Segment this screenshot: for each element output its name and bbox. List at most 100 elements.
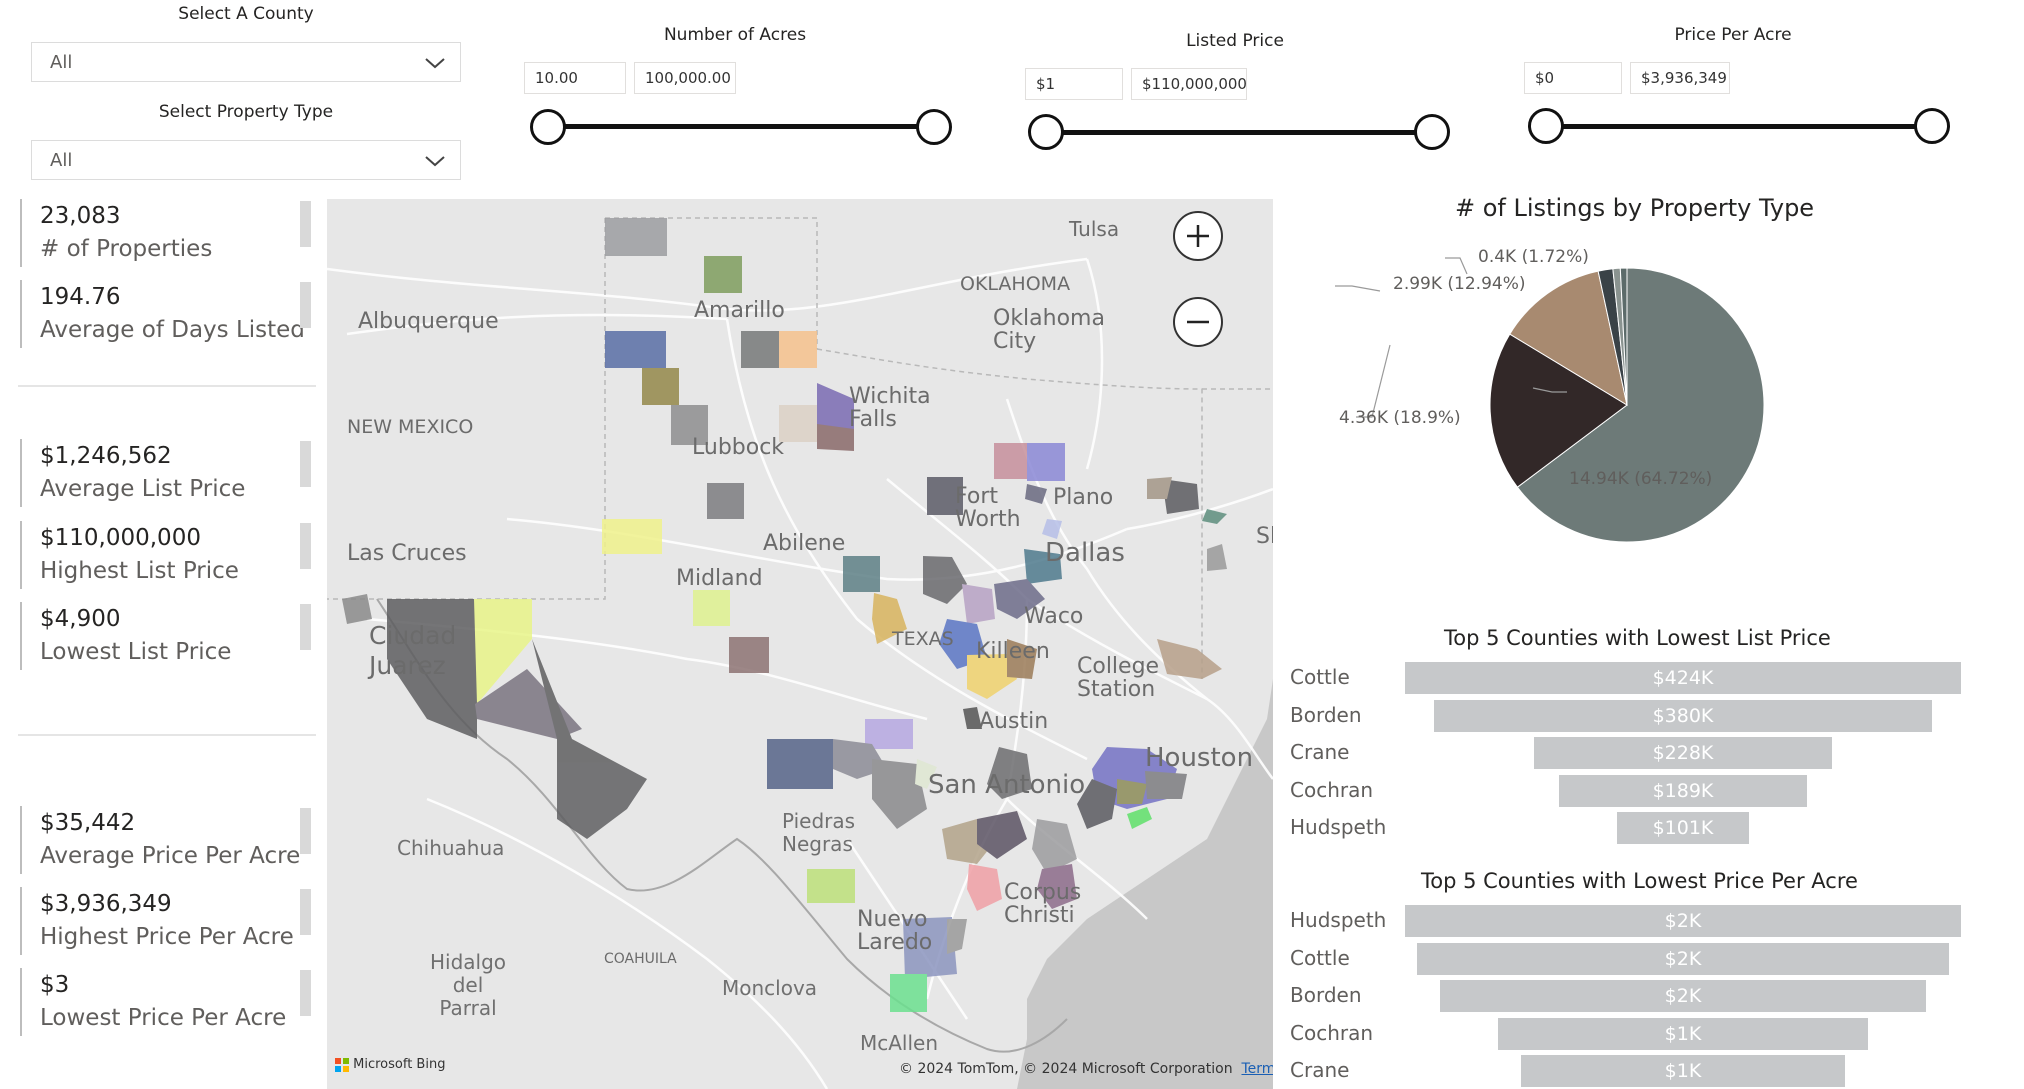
map-label-waco: Waco xyxy=(1024,604,1084,629)
zoom-in-button[interactable] xyxy=(1173,211,1223,261)
pie-slice[interactable] xyxy=(1619,267,1628,406)
chevron-down-icon xyxy=(425,58,445,69)
county-dropdown-value: All xyxy=(50,52,73,73)
funnel-category-label: Borden xyxy=(1290,983,1362,1007)
ppa-min-handle[interactable] xyxy=(1528,108,1564,144)
map-label-monclova: Monclova xyxy=(722,976,818,1000)
map-label-amarillo: Amarillo xyxy=(694,298,785,323)
funnel-bar[interactable]: $101K xyxy=(1616,812,1750,844)
scrollbar[interactable] xyxy=(300,441,311,487)
map-label-coahuila: COAHUILA xyxy=(604,951,677,967)
kpi-value: $110,000,000 xyxy=(40,525,201,551)
acres-min-handle[interactable] xyxy=(530,109,566,145)
scrollbar[interactable] xyxy=(300,808,311,854)
listed-price-max-input[interactable]: $110,000,000 xyxy=(1131,68,1247,100)
microsoft-icon xyxy=(335,1057,349,1072)
map-label-albuquerque: Albuquerque xyxy=(358,309,499,334)
scrollbar[interactable] xyxy=(300,201,311,247)
terms-link[interactable]: Terms xyxy=(1241,1061,1273,1077)
plus-icon xyxy=(1187,225,1209,247)
map-label-texas: TEXAS xyxy=(892,628,954,650)
kpi-label: Average Price Per Acre xyxy=(40,843,301,869)
map-label-corpus-christi: Corpus Christi xyxy=(1004,880,1082,928)
pie-slice[interactable] xyxy=(1516,267,1765,543)
property-type-dropdown-value: All xyxy=(50,150,73,171)
map-label-killeen: Killeen xyxy=(976,639,1050,664)
pie-label-slice-4: 0.4K (1.72%) xyxy=(1478,247,1589,267)
kpi-avg-ppa: $35,442 Average Price Per Acre xyxy=(20,806,312,874)
funnel-lowest-ppa-title: Top 5 Counties with Lowest Price Per Acr… xyxy=(1421,869,1858,893)
map-attribution: © 2024 TomTom, © 2024 Microsoft Corporat… xyxy=(899,1061,1273,1077)
chevron-down-icon xyxy=(425,156,445,167)
pie-label-slice-2: 4.36K (18.9%) xyxy=(1339,408,1461,428)
bing-label: Microsoft Bing xyxy=(353,1057,446,1072)
divider xyxy=(18,734,316,736)
county-filter-label: Select A County xyxy=(178,4,314,24)
funnel-category-label: Hudspeth xyxy=(1290,908,1387,932)
zoom-out-button[interactable] xyxy=(1173,297,1223,347)
funnel-bar[interactable]: $380K xyxy=(1433,699,1933,732)
attribution-text: © 2024 TomTom, © 2024 Microsoft Corporat… xyxy=(899,1061,1233,1077)
property-type-dropdown[interactable]: All xyxy=(31,140,461,180)
kpi-value: 23,083 xyxy=(40,203,121,229)
kpi-value: $3 xyxy=(40,972,70,998)
acres-slider-track[interactable] xyxy=(548,124,934,129)
map-label-ciudad-juarez: Ciudad Juarez xyxy=(369,621,457,680)
map-label-abilene: Abilene xyxy=(763,531,846,556)
pie-label-slice-1: 14.94K (64.72%) xyxy=(1569,469,1713,489)
scrollbar[interactable] xyxy=(300,604,311,650)
funnel-category-label: Hudspeth xyxy=(1290,815,1387,839)
kpi-label: Highest List Price xyxy=(40,558,239,584)
pie-chart-title: # of Listings by Property Type xyxy=(1455,194,1815,222)
funnel-bar[interactable]: $2K xyxy=(1439,980,1927,1012)
listed-price-max-handle[interactable] xyxy=(1414,114,1450,150)
funnel-bar[interactable]: $424K xyxy=(1405,662,1961,694)
listed-price-min-input[interactable]: $1 xyxy=(1025,68,1123,100)
listed-price-slider-track[interactable] xyxy=(1046,130,1432,135)
funnel-bar[interactable]: $2K xyxy=(1405,905,1961,937)
pie-chart xyxy=(1335,257,1765,543)
funnel-bar[interactable]: $1K xyxy=(1497,1017,1869,1050)
kpi-properties: 23,083 # of Properties xyxy=(20,199,312,267)
map-label-piedras-negras: Piedras Negras xyxy=(782,809,856,856)
scrollbar[interactable] xyxy=(300,523,311,569)
acres-min-input[interactable]: 10.00 xyxy=(524,62,626,94)
map-label-hidalgo-del-parral: Hidalgo del Parral xyxy=(429,950,507,1020)
map-label-oklahoma-city: Oklahoma City xyxy=(993,306,1105,354)
kpi-avg-list-price: $1,246,562 Average List Price xyxy=(20,439,312,507)
kpi-value: $4,900 xyxy=(40,606,121,632)
kpi-value: $1,246,562 xyxy=(40,443,172,469)
map-canvas xyxy=(327,217,1273,1089)
kpi-high-list-price: $110,000,000 Highest List Price xyxy=(20,521,312,589)
map-label-dallas: Dallas xyxy=(1045,538,1125,568)
ppa-max-input[interactable]: $3,936,349 xyxy=(1630,62,1730,94)
scrollbar[interactable] xyxy=(300,889,311,935)
funnel-bar[interactable]: $2K xyxy=(1416,942,1950,975)
listed-price-min-handle[interactable] xyxy=(1028,114,1064,150)
map-label-sh: Sh xyxy=(1256,524,1273,549)
funnel-category-label: Crane xyxy=(1290,1058,1350,1082)
kpi-value: $3,936,349 xyxy=(40,891,172,917)
ppa-min-input[interactable]: $0 xyxy=(1524,62,1622,94)
minus-icon xyxy=(1187,320,1209,324)
ppa-max-handle[interactable] xyxy=(1914,108,1950,144)
county-dropdown[interactable]: All xyxy=(31,42,461,82)
property-type-filter-label: Select Property Type xyxy=(158,102,334,122)
pie-slice[interactable] xyxy=(1489,333,1628,488)
funnel-bar[interactable]: $228K xyxy=(1533,737,1833,769)
acres-max-handle[interactable] xyxy=(916,109,952,145)
scrollbar[interactable] xyxy=(300,970,311,1016)
pie-slice[interactable] xyxy=(1509,270,1628,407)
scrollbar[interactable] xyxy=(300,282,311,328)
funnel-category-label: Cochran xyxy=(1290,777,1374,802)
acres-max-input[interactable]: 100,000.00 xyxy=(634,62,736,94)
map-label-houston: Houston xyxy=(1145,743,1254,773)
bing-logo: Microsoft Bing xyxy=(335,1057,445,1072)
map-label-plano: Plano xyxy=(1053,485,1114,510)
ppa-slider-track[interactable] xyxy=(1546,124,1932,129)
funnel-category-label: Cottle xyxy=(1290,665,1350,689)
map-visual[interactable]: Tulsa OKLAHOMA Oklahoma City Albuquerque… xyxy=(327,199,1273,1089)
funnel-bar[interactable]: $1K xyxy=(1520,1055,1846,1087)
funnel-bar[interactable]: $189K xyxy=(1559,774,1807,807)
funnel-category-label: Cochran xyxy=(1290,1020,1374,1045)
